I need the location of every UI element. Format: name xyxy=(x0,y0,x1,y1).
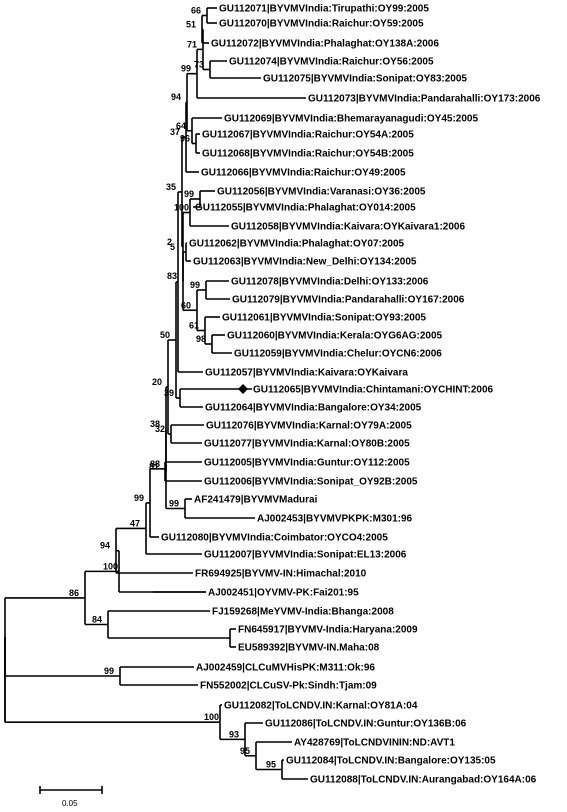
taxon-label: GU112082|ToLCNDV.IN:Karnal:OY81A:04 xyxy=(224,701,418,712)
taxon-label: FR694925|BYVMV-IN:Himachal:2010 xyxy=(195,569,367,580)
bootstrap-value: 94 xyxy=(100,541,110,551)
bootstrap-value: 50 xyxy=(160,330,170,340)
taxon-label: GU112084|ToLCNDV.IN:Bangalore:OY135:05 xyxy=(286,756,496,767)
scale-bar-label: 0.05 xyxy=(62,799,78,808)
bootstrap-value: 98 xyxy=(196,334,206,344)
taxon-label: AJ002451|OYVMV-PK:Fai201:95 xyxy=(208,588,359,599)
taxon-label: GU112088|ToLCNDV.IN:Aurangabad:OY164A:06 xyxy=(310,775,537,786)
bootstrap-value: 83 xyxy=(167,271,177,281)
taxon-label: GU112067|BYVMVIndia:Raichur:OY54A:2005 xyxy=(202,130,414,141)
taxon-label: GU112063|BYVMVIndia:New_Delhi:OY134:2005 xyxy=(193,257,417,268)
bootstrap-value: 95 xyxy=(266,760,276,770)
bootstrap-value: 93 xyxy=(229,729,239,739)
taxon-label: FN645917|BYVMV-India:Haryana:2009 xyxy=(238,625,418,636)
taxon-label: GU112005|BYVMVIndia:Guntur:OY112:2005 xyxy=(204,458,410,469)
bootstrap-value: 61 xyxy=(189,321,199,331)
bootstrap-value: 71 xyxy=(187,39,197,49)
taxon-label: GU112068|BYVMVIndia:Raichur:OY54B:2005 xyxy=(202,149,414,160)
bootstrap-value: 99 xyxy=(184,189,194,199)
black-diamond-marker xyxy=(238,384,248,394)
taxon-label: GU112072|BYVMVIndia:Phalaghat:OY138A:200… xyxy=(211,39,439,50)
taxon-label: GU112076|BYVMVIndia:Karnal:OY79A:2005 xyxy=(206,421,412,432)
taxon-label: AF241479|BYVMVMadurai xyxy=(194,495,318,506)
taxon-label: EU589392|BYVMV-IN.Maha:08 xyxy=(238,643,380,654)
bootstrap-value: 60 xyxy=(181,300,191,310)
bootstrap-value: 51 xyxy=(186,19,196,29)
taxon-label: GU112079|BYVMVIndia:Pandarahalli:OY167:2… xyxy=(232,295,465,306)
taxon-label: GU112056|BYVMVIndia:Varanasi:OY36:2005 xyxy=(217,187,426,198)
bootstrap-value: 100 xyxy=(174,203,189,213)
bootstrap-value: 73 xyxy=(194,60,204,70)
taxon-label: FJ159268|MeYVMV-India:Bhanga:2008 xyxy=(212,607,394,618)
taxon-label: GU112080|BYVMVIndia:Coimbator:OYCO4:2005 xyxy=(161,533,388,544)
bootstrap-value: 39 xyxy=(164,388,174,398)
bootstrap-value: 84 xyxy=(92,615,102,625)
taxon-label: GU112069|BYVMVIndia:Bhemarayanagudi:OY45… xyxy=(224,114,478,125)
bootstrap-value: 66 xyxy=(191,6,201,16)
bootstrap-value: 64 xyxy=(176,121,186,131)
taxon-label: GU112058|BYVMVIndia:Kaivara:OYKaivara1:2… xyxy=(231,222,465,233)
taxon-label: GU112074|BYVMVIndia:Raichur:OY56:2005 xyxy=(229,57,434,68)
bootstrap-value: 20 xyxy=(152,377,162,387)
bootstrap-value: 37 xyxy=(170,127,180,137)
bootstrap-value: 2 xyxy=(167,237,172,247)
taxon-label: GU112059|BYVMVIndia:Chelur:OYCN6:2006 xyxy=(234,349,442,360)
bootstrap-value: 81 xyxy=(149,462,159,472)
bootstrap-value: 88 xyxy=(150,459,160,469)
taxon-label: GU112007|BYVMVIndia:Sonipat:EL13:2006 xyxy=(204,550,407,561)
bootstrap-value: 100 xyxy=(103,561,118,571)
taxon-label: GU112086|ToLCNDV.IN:Guntur:OY136B:06 xyxy=(265,719,467,730)
taxon-label: AY428769|ToLCNDVININ:ND:AVT1 xyxy=(294,738,455,749)
bootstrap-value: 99 xyxy=(190,280,200,290)
taxon-label: GU112055|BYVMVIndia:Phalaghat:OY014:2005 xyxy=(195,203,416,214)
taxon-label: GU112061|BYVMVIndia:Sonipat:OY93:2005 xyxy=(222,313,426,324)
taxon-label: GU112078|BYVMVIndia:Delhi:OY133:2006 xyxy=(231,277,429,288)
bootstrap-value: 86 xyxy=(69,588,79,598)
taxon-label: FN552002|CLCuSV-Pk:Sindh:Tjam:09 xyxy=(200,681,377,692)
taxon-label: GU112062|BYVMVIndia:Phalaghat:OY07:2005 xyxy=(189,239,405,250)
bootstrap-value: 35 xyxy=(166,182,176,192)
bootstrap-value: 99 xyxy=(181,64,191,74)
taxon-label: GU112073|BYVMVIndia:Pandarahalli:OY173:2… xyxy=(308,94,541,105)
bootstrap-value: 95 xyxy=(240,746,250,756)
taxon-label: AJ002453|BYVMVPKPK:M301:96 xyxy=(257,514,413,525)
bootstrap-value: 32 xyxy=(155,424,165,434)
taxon-label: GU112060|BYVMVIndia:Kerala:OYG6AG:2005 xyxy=(227,331,443,342)
bootstrap-value: 38 xyxy=(150,419,160,429)
bootstrap-value: 99 xyxy=(104,666,114,676)
bootstrap-value: 99 xyxy=(134,493,144,503)
bootstrap-value: 94 xyxy=(171,92,181,102)
bootstrap-value: 5 xyxy=(170,242,175,252)
taxon-label: GU112070|BYVMVIndia:Raichur:OY59:2005 xyxy=(219,19,424,30)
bootstrap-value: 47 xyxy=(130,518,140,528)
bootstrap-value: 100 xyxy=(204,712,219,722)
taxon-label: GU112064|BYVMVIndia:Bangalore:OY34:2005 xyxy=(205,403,422,414)
taxon-label: GU112057|BYVMVIndia:Kaivara:OYKaivara xyxy=(205,368,408,379)
taxon-label: GU112075|BYVMVIndia:Sonipat:OY83:2005 xyxy=(263,74,467,85)
taxon-label: GU112066|BYVMVIndia:Raichur:OY49:2005 xyxy=(201,168,406,179)
taxon-label: GU112071|BYVMVIndia:Tirupathi:OY99:2005 xyxy=(219,4,429,15)
taxon-label: GU112077|BYVMVIndia:Karnal:OY80B:2005 xyxy=(204,439,410,450)
taxon-label: AJ002459|CLCuMVHisPK:M311:Ok:96 xyxy=(196,663,375,674)
bootstrap-value: 99 xyxy=(169,499,179,509)
taxon-label: GU112006|BYVMVIndia:Sonipat_OY92B:2005 xyxy=(204,477,418,488)
bootstrap-value: 96 xyxy=(180,134,190,144)
taxon-label: GU112065|BYVMVIndia:Chintamani:OYCHINT:2… xyxy=(253,385,494,396)
